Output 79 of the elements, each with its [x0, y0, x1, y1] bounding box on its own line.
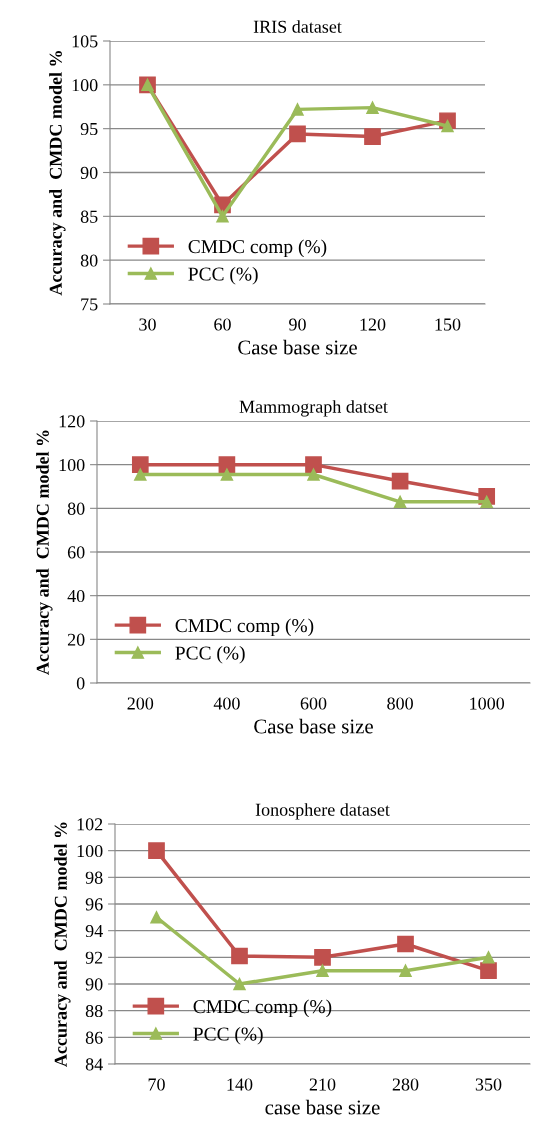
- point: [391, 472, 409, 490]
- x-axis-title: Case base size: [254, 718, 373, 734]
- y-tick-label: 105: [72, 35, 98, 48]
- x-tick-label: 400: [213, 697, 240, 710]
- x-tick-label: 200: [127, 697, 154, 710]
- y-tick-label: 90: [80, 166, 98, 179]
- x-tick-label: 120: [360, 318, 386, 331]
- y-axis-title: Accuracy and CMDC model %: [36, 430, 53, 675]
- legend-label: CMDC comp (%): [188, 239, 327, 258]
- x-tick-label: 280: [392, 1078, 419, 1091]
- point: [218, 456, 236, 474]
- y-tick-label: 90: [85, 978, 103, 991]
- point: [233, 977, 246, 991]
- x-axis-title: case base size: [265, 1099, 380, 1115]
- y-tick-label: 80: [67, 502, 85, 515]
- point: [366, 101, 379, 114]
- y-tick-label: 95: [80, 122, 98, 136]
- y-axis-title: Accuracy and CMDC model %: [49, 51, 66, 296]
- chart-title: Ionosphere dataset: [255, 803, 390, 820]
- point: [480, 962, 497, 980]
- y-tick-label: 100: [72, 79, 98, 92]
- y-tick-label: 92: [85, 951, 103, 964]
- y-tick-label: 75: [81, 298, 98, 311]
- x-tick-label: 1000: [470, 697, 505, 710]
- point: [314, 948, 331, 966]
- y-tick-label: 84: [85, 1058, 103, 1071]
- point: [480, 495, 493, 509]
- point: [231, 947, 248, 965]
- y-tick-label: 96: [85, 898, 103, 911]
- y-tick-label: 80: [80, 254, 98, 267]
- point: [316, 964, 329, 977]
- y-tick-label: 60: [67, 546, 85, 559]
- point: [393, 495, 407, 509]
- point: [134, 468, 147, 481]
- x-tick-label: 600: [300, 697, 327, 710]
- y-tick-label: 20: [67, 633, 85, 646]
- legend-label: PCC (%): [193, 1026, 263, 1045]
- y-axis-title: Accuracy and CMDC model %: [54, 822, 71, 1067]
- x-axis-title: Case base size: [238, 339, 357, 355]
- point: [482, 951, 495, 964]
- y-tick-label: 100: [77, 844, 103, 858]
- x-tick-label: 150: [435, 318, 461, 331]
- legend-label: CMDC comp (%): [175, 618, 314, 637]
- y-tick-label: 86: [85, 1031, 103, 1044]
- legend-label: CMDC comp (%): [193, 999, 332, 1018]
- point: [289, 125, 306, 143]
- y-tick-label: 102: [77, 818, 103, 831]
- y-tick-label: 94: [85, 924, 103, 938]
- point: [131, 456, 149, 474]
- y-tick-label: 0: [76, 677, 85, 690]
- point: [150, 911, 163, 924]
- chart-title: IRIS dataset: [253, 20, 342, 33]
- x-tick-label: 30: [139, 318, 156, 331]
- x-tick-label: 350: [475, 1078, 502, 1091]
- point: [291, 103, 304, 116]
- x-tick-label: 140: [227, 1078, 253, 1091]
- x-tick-label: 70: [148, 1078, 165, 1091]
- chart-title: Mammograph datset: [239, 400, 388, 417]
- y-tick-label: 98: [85, 871, 103, 884]
- point: [148, 842, 165, 860]
- legend-label: PCC (%): [188, 266, 258, 285]
- y-tick-label: 100: [59, 458, 85, 472]
- y-tick-label: 40: [67, 589, 85, 603]
- point: [399, 964, 412, 977]
- x-tick-label: 60: [214, 318, 231, 331]
- y-tick-label: 85: [80, 210, 98, 223]
- point: [364, 128, 381, 145]
- point: [307, 468, 320, 481]
- y-tick-label: 120: [59, 415, 85, 428]
- point: [441, 119, 454, 133]
- y-tick-label: 88: [85, 1004, 103, 1018]
- x-tick-label: 210: [309, 1078, 336, 1091]
- point: [305, 456, 322, 474]
- x-tick-label: 90: [289, 318, 306, 331]
- point: [397, 935, 414, 953]
- x-tick-label: 800: [387, 697, 413, 710]
- point: [216, 210, 229, 223]
- point: [220, 468, 234, 481]
- legend-label: PCC (%): [175, 645, 245, 664]
